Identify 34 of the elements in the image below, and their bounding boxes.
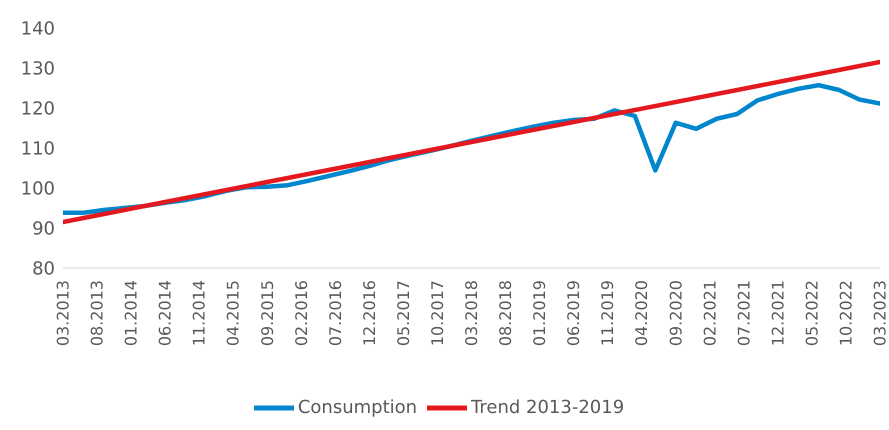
x-tick-label: 07.2021 xyxy=(734,280,754,346)
x-tick-label: 08.2018 xyxy=(496,280,516,346)
x-tick-label: 08.2013 xyxy=(88,280,107,346)
x-tick-label: 02.2021 xyxy=(700,280,720,346)
x-tick-label: 12.2021 xyxy=(768,280,788,346)
x-tick-label: 11.2019 xyxy=(598,280,618,346)
x-tick-label: 01.2014 xyxy=(122,280,141,346)
x-tick-label: 04.2015 xyxy=(224,280,243,346)
x-tick-label: 02.2016 xyxy=(292,280,311,346)
y-tick-label: 90 xyxy=(32,218,55,240)
x-tick-label: 05.2017 xyxy=(394,280,413,346)
x-tick-label: 06.2014 xyxy=(156,280,175,346)
y-tick-label: 140 xyxy=(20,18,55,40)
x-tick-label: 09.2015 xyxy=(258,280,277,346)
x-tick-label: 03.2023 xyxy=(870,280,889,346)
x-tick-label: 10.2017 xyxy=(428,280,447,346)
x-tick-label: 05.2022 xyxy=(802,280,822,346)
y-tick-label: 110 xyxy=(20,138,55,160)
legend-label: Trend 2013-2019 xyxy=(471,396,624,418)
x-tick-label: 07.2016 xyxy=(326,280,345,346)
y-tick-label: 130 xyxy=(20,58,55,80)
x-tick-label: 10.2022 xyxy=(836,280,856,346)
y-tick-label: 100 xyxy=(20,178,55,200)
x-tick-label: 04.2020 xyxy=(632,280,652,346)
x-tick-label: 12.2016 xyxy=(360,280,379,346)
x-tick-label: 06.2019 xyxy=(564,280,584,346)
x-tick-label: 03.2018 xyxy=(462,280,481,346)
x-tick-label: 01.2019 xyxy=(530,280,550,346)
x-tick-label: 03.2013 xyxy=(54,280,72,346)
y-tick-label: 80 xyxy=(32,258,55,280)
x-tick-label: 11.2014 xyxy=(190,280,209,346)
y-tick-label: 120 xyxy=(20,98,55,120)
legend-label: Consumption xyxy=(298,396,418,418)
x-tick-label: 09.2020 xyxy=(666,280,686,346)
